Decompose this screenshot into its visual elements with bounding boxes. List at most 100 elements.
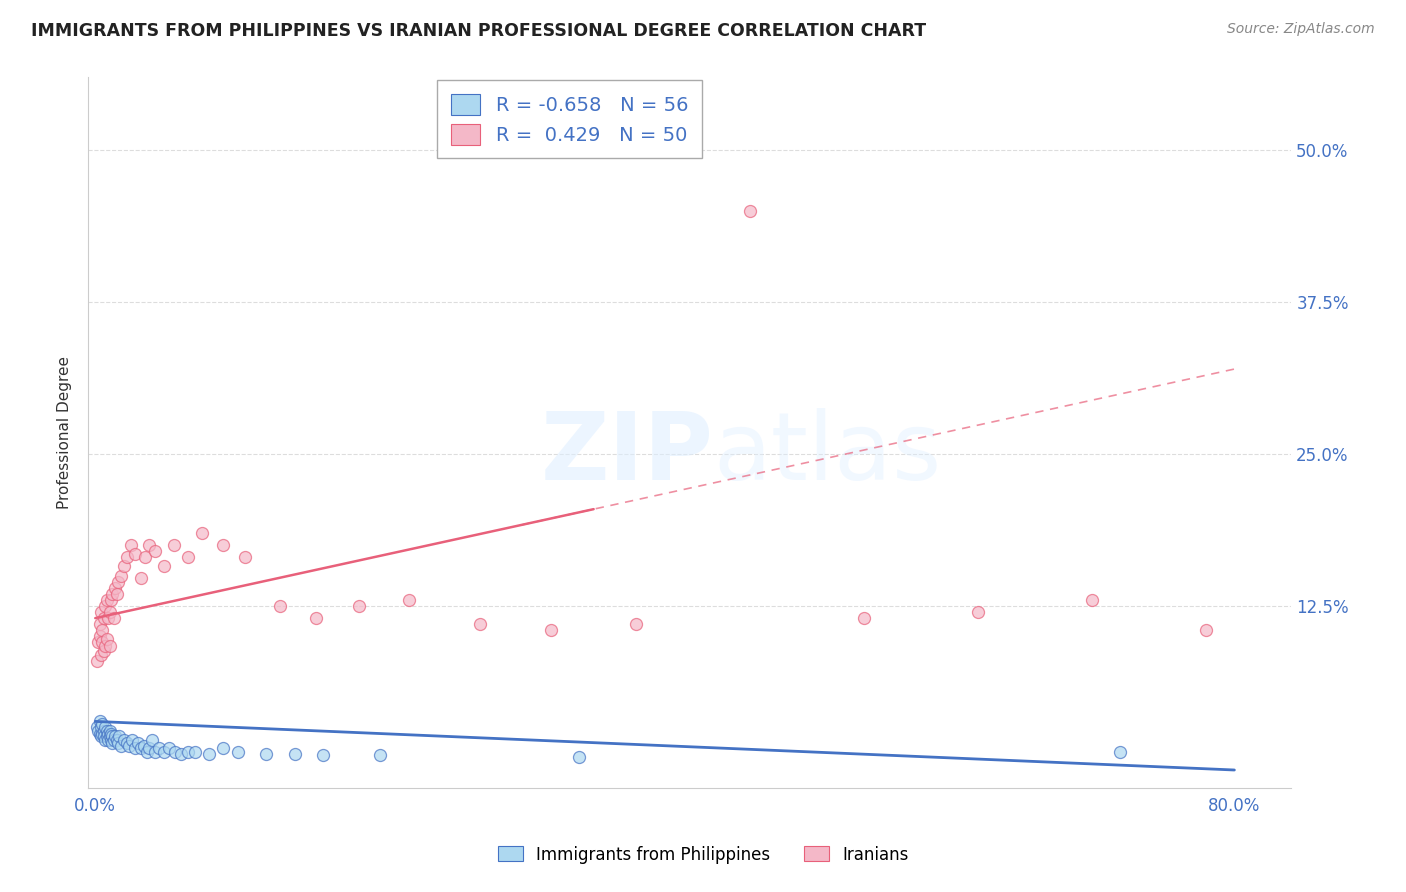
Point (94, 599, 117, 613)
Point (104, 729, 127, 743)
Point (254, 747, 277, 762)
Point (97, 611, 120, 625)
Point (101, 587, 124, 601)
Point (89, 629, 111, 643)
Point (86, 721, 108, 735)
Point (89, 617, 111, 632)
Point (110, 739, 132, 753)
Point (157, 741, 180, 756)
Point (1081, 593, 1104, 607)
Point (124, 547, 146, 561)
Point (100, 726, 122, 740)
Point (98, 605, 121, 619)
Point (347, 599, 370, 613)
Point (112, 732, 135, 747)
Point (93, 729, 115, 743)
Point (626, 617, 648, 632)
Point (90, 721, 112, 735)
Point (98, 729, 121, 743)
Point (94, 639, 117, 653)
Point (121, 732, 143, 747)
Point (177, 550, 200, 565)
Point (110, 568, 132, 582)
Point (104, 581, 127, 595)
Point (87, 724, 110, 739)
Point (284, 747, 307, 762)
Point (98, 639, 121, 653)
Text: Source: ZipAtlas.com: Source: ZipAtlas.com (1227, 22, 1375, 37)
Point (112, 558, 135, 573)
Point (138, 741, 160, 756)
Point (91, 726, 114, 740)
Y-axis label: Professional Degree: Professional Degree (58, 356, 72, 509)
Point (184, 745, 207, 759)
Point (86, 654, 108, 668)
Point (143, 745, 166, 759)
Point (93, 644, 115, 658)
Point (115, 550, 138, 565)
Point (170, 747, 193, 762)
Point (129, 741, 152, 756)
Point (740, 204, 762, 219)
Point (368, 748, 391, 763)
Point (468, 617, 491, 632)
Point (198, 747, 221, 762)
Point (132, 739, 155, 753)
Text: IMMIGRANTS FROM PHILIPPINES VS IRANIAN PROFESSIONAL DEGREE CORRELATION CHART: IMMIGRANTS FROM PHILIPPINES VS IRANIAN P… (31, 22, 927, 40)
Point (1109, 745, 1132, 759)
Point (93, 724, 115, 739)
Point (135, 745, 157, 759)
Point (91, 716, 114, 731)
Point (212, 538, 235, 552)
Legend: R = -0.658   N = 56, R =  0.429   N = 50: R = -0.658 N = 56, R = 0.429 N = 50 (437, 80, 702, 159)
Point (90, 605, 112, 619)
Point (101, 736, 124, 750)
Point (89, 726, 111, 740)
Point (107, 736, 129, 750)
Point (90, 729, 112, 743)
Point (120, 538, 142, 552)
Point (91, 624, 114, 638)
Point (162, 538, 184, 552)
Point (269, 599, 291, 613)
Point (103, 732, 125, 747)
Text: atlas: atlas (714, 409, 942, 500)
Point (103, 611, 125, 625)
Point (90, 648, 112, 662)
Point (118, 739, 141, 753)
Point (94, 721, 117, 735)
Point (191, 526, 214, 541)
Point (97, 732, 120, 747)
Point (100, 732, 122, 747)
Point (152, 558, 174, 573)
Point (1195, 624, 1218, 638)
Point (152, 745, 174, 759)
Point (115, 736, 138, 750)
Point (177, 745, 200, 759)
Point (100, 593, 122, 607)
Point (398, 593, 420, 607)
Point (233, 550, 256, 565)
Point (141, 732, 163, 747)
Point (101, 729, 124, 743)
Point (568, 749, 591, 764)
Point (96, 632, 118, 646)
Point (98, 724, 121, 739)
Point (305, 611, 328, 625)
Point (124, 741, 146, 756)
Point (127, 736, 149, 750)
Point (143, 544, 166, 558)
Point (94, 732, 117, 747)
Point (96, 593, 118, 607)
Point (163, 745, 186, 759)
Point (105, 732, 128, 747)
Point (97, 726, 120, 740)
Point (138, 538, 160, 552)
Legend: Immigrants from Philippines, Iranians: Immigrants from Philippines, Iranians (491, 839, 915, 871)
Point (212, 741, 235, 756)
Point (148, 741, 170, 756)
Point (312, 748, 335, 763)
Point (107, 574, 129, 589)
Point (87, 635, 110, 649)
Point (129, 571, 152, 585)
